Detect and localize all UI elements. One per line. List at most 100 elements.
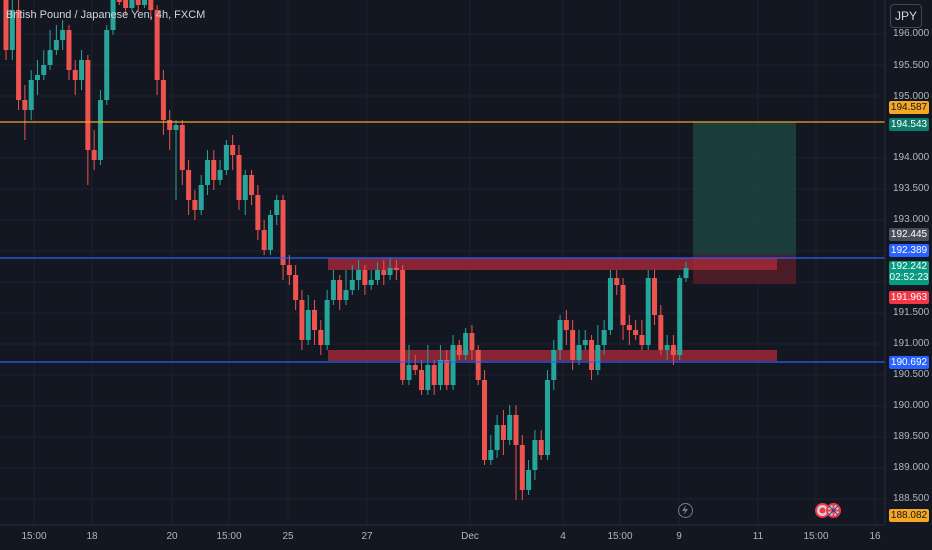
candle-body bbox=[356, 270, 362, 280]
price-tick: 194.000 bbox=[893, 152, 930, 163]
candle-body bbox=[519, 445, 525, 490]
candle-body bbox=[576, 345, 582, 360]
candle-body bbox=[538, 440, 544, 455]
price-tick: 193.000 bbox=[893, 214, 930, 225]
flag-icon[interactable] bbox=[826, 503, 841, 518]
candle-body bbox=[230, 145, 236, 155]
entry-price-label: 192.445 bbox=[889, 228, 929, 241]
candle-body bbox=[223, 145, 229, 170]
candle-body bbox=[683, 268, 689, 278]
time-tick: 16 bbox=[869, 531, 881, 542]
candle-body bbox=[261, 230, 267, 250]
time-tick: 27 bbox=[361, 531, 373, 542]
candle-body bbox=[557, 320, 563, 350]
price-tick: 189.500 bbox=[893, 431, 930, 442]
lower-support-price-label: 190.692 bbox=[889, 356, 929, 369]
current-price: 192.242 bbox=[890, 261, 928, 272]
candle-body bbox=[368, 280, 374, 285]
candle-body bbox=[425, 365, 431, 390]
price-tick: 190.500 bbox=[893, 369, 930, 380]
candle-body bbox=[66, 30, 72, 70]
current-price-label: 192.242 02:52:23 bbox=[889, 261, 929, 285]
candle-body bbox=[154, 10, 160, 80]
time-tick: 15:00 bbox=[21, 531, 47, 542]
time-tick: 20 bbox=[166, 531, 178, 542]
candle-body bbox=[500, 425, 506, 440]
candle-body bbox=[116, 0, 122, 2]
time-tick: 9 bbox=[676, 531, 682, 542]
candle-body bbox=[526, 470, 532, 490]
time-tick: 4 bbox=[560, 531, 566, 542]
candle-body bbox=[160, 80, 166, 120]
candle-body bbox=[293, 275, 299, 300]
target-zone bbox=[693, 122, 796, 255]
candle-body bbox=[330, 280, 336, 300]
price-tick: 196.000 bbox=[893, 28, 930, 39]
candle-body bbox=[192, 200, 198, 210]
candle-body bbox=[431, 365, 437, 385]
candle-body bbox=[249, 175, 255, 195]
candle-body bbox=[362, 270, 368, 285]
candle-body bbox=[167, 120, 173, 130]
candle-body bbox=[9, 10, 15, 50]
price-tick: 195.500 bbox=[893, 60, 930, 71]
candle-body bbox=[494, 425, 500, 450]
candle-body bbox=[148, 0, 154, 10]
candle-body bbox=[387, 268, 393, 275]
candle-body bbox=[463, 333, 469, 355]
symbol-title[interactable]: British Pound / Japanese Yen, 4h, FXCM bbox=[6, 9, 206, 21]
candle-body bbox=[645, 278, 651, 345]
candle-body bbox=[437, 360, 443, 385]
candle-body bbox=[305, 310, 311, 340]
candle-body bbox=[620, 285, 626, 325]
candle-body bbox=[236, 155, 242, 200]
candle-body bbox=[47, 50, 53, 65]
candle-body bbox=[3, 0, 9, 50]
candle-body bbox=[41, 65, 47, 75]
candle-body bbox=[16, 10, 22, 100]
currency-button[interactable]: JPY bbox=[890, 4, 922, 28]
candle-body bbox=[255, 195, 261, 230]
candle-body bbox=[626, 325, 632, 330]
candle-body bbox=[85, 60, 91, 150]
resistance-zone bbox=[328, 258, 777, 270]
candle-body bbox=[274, 200, 280, 215]
candle-body bbox=[110, 0, 116, 30]
horizontal-lines bbox=[0, 0, 886, 526]
candle-body bbox=[104, 30, 110, 100]
candle-body bbox=[211, 160, 217, 180]
candle-body bbox=[142, 0, 148, 5]
candle-body bbox=[173, 125, 179, 130]
candle-body bbox=[658, 315, 664, 350]
candle-body bbox=[179, 125, 185, 170]
target-price-label: 194.543 bbox=[889, 118, 929, 131]
candle-body bbox=[551, 350, 557, 380]
candle-body bbox=[639, 335, 645, 345]
candle-body bbox=[22, 100, 28, 110]
candle-body bbox=[450, 345, 456, 385]
chart-grid bbox=[0, 0, 885, 525]
candle-body bbox=[198, 185, 204, 210]
candle-body bbox=[28, 80, 34, 110]
candle-body bbox=[60, 30, 66, 40]
candle-body bbox=[280, 200, 286, 265]
candle-body bbox=[444, 360, 450, 385]
candle-body bbox=[318, 330, 324, 345]
lightning-icon[interactable] bbox=[678, 503, 693, 518]
time-tick: Dec bbox=[461, 531, 479, 542]
candle-body bbox=[393, 268, 399, 270]
candle-body bbox=[349, 280, 355, 290]
candle-body bbox=[343, 290, 349, 300]
time-tick: 18 bbox=[86, 531, 98, 542]
candle-body bbox=[419, 370, 425, 390]
candle-body bbox=[570, 330, 576, 360]
candle-body bbox=[337, 280, 343, 300]
candle-body bbox=[53, 40, 59, 50]
candle-body bbox=[123, 0, 129, 8]
candle-body bbox=[601, 330, 607, 345]
candle-body bbox=[614, 278, 620, 285]
candle-body bbox=[563, 320, 569, 330]
candle-body bbox=[129, 0, 135, 8]
candle-body bbox=[34, 75, 40, 80]
